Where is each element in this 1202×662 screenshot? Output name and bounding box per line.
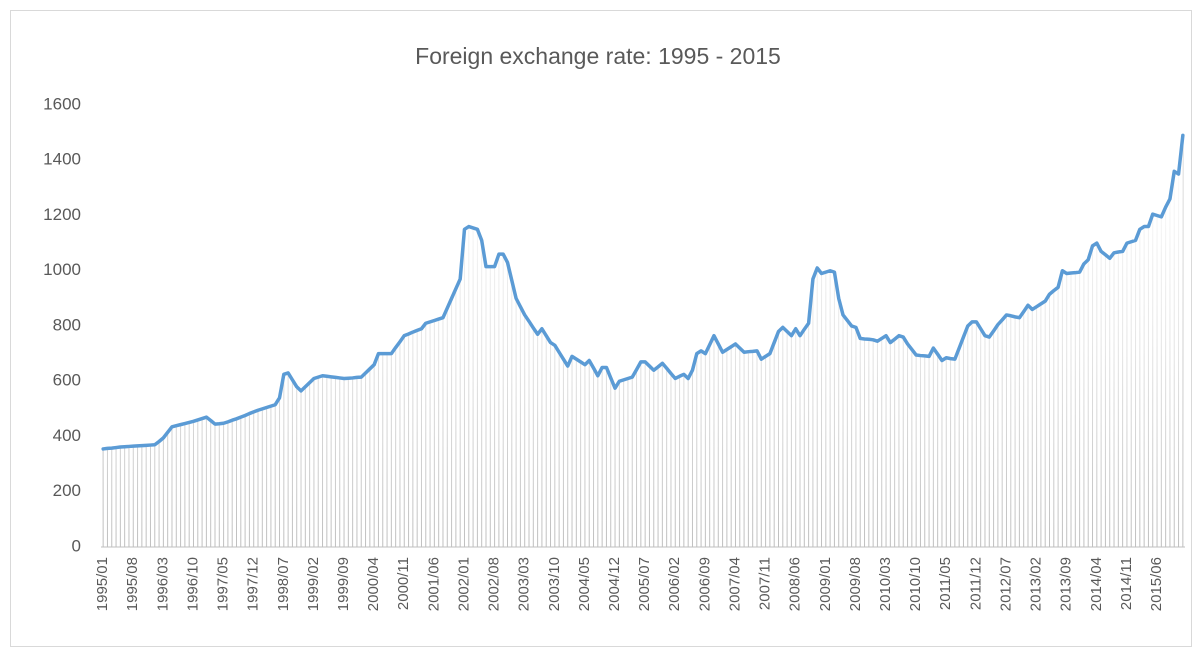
x-tick-label: 2014/11 (1118, 557, 1135, 610)
y-tick-label: 1000 (43, 260, 81, 279)
y-tick-label: 200 (53, 481, 81, 500)
line (101, 133, 1185, 451)
x-tick-label: 1996/10 (184, 557, 201, 611)
x-tick-label: 2011/12 (967, 557, 984, 610)
y-tick-label: 1400 (43, 150, 81, 169)
x-tick-label: 2007/04 (726, 557, 743, 611)
x-tick-label: 2011/05 (937, 557, 954, 610)
x-tick-label: 2003/10 (546, 557, 563, 611)
x-tick-label: 2004/12 (606, 557, 623, 611)
y-tick-label: 400 (53, 426, 81, 445)
chart-title: Foreign exchange rate: 1995 - 2015 (415, 43, 781, 69)
y-tick-label: 600 (53, 371, 81, 390)
x-tick-label: 2014/04 (1088, 557, 1105, 611)
x-tick-label: 1999/02 (305, 557, 322, 611)
x-tick-label: 2005/07 (636, 557, 653, 611)
area-fade (103, 135, 1183, 547)
y-tick-label: 0 (72, 536, 81, 555)
x-tick-label: 1998/07 (275, 557, 292, 611)
x-tick-label: 1999/09 (335, 557, 352, 611)
x-tick-label: 1996/03 (154, 557, 171, 611)
x-tick-label: 2000/04 (365, 557, 382, 611)
x-tick-label: 2003/03 (516, 557, 533, 611)
x-tick-label: 2000/11 (395, 557, 412, 610)
x-tick-label: 1995/01 (94, 557, 111, 611)
x-tick-label: 2002/08 (486, 557, 503, 611)
x-tick-label: 2013/02 (1028, 557, 1045, 611)
x-tick-label: 2007/11 (757, 557, 774, 610)
x-tick-label: 2002/01 (455, 557, 472, 611)
y-tick-label: 1600 (43, 94, 81, 113)
x-tick-label: 2013/09 (1058, 557, 1075, 611)
x-tick-label: 2009/08 (847, 557, 864, 611)
y-tick-label: 1200 (43, 205, 81, 224)
y-tick-label: 800 (53, 315, 81, 334)
x-tick-label: 2004/05 (576, 557, 593, 611)
x-tick-label: 1997/12 (245, 557, 262, 611)
x-tick-label: 1995/08 (124, 557, 141, 611)
x-tick-label: 2008/06 (787, 557, 804, 611)
x-tick-label: 2006/09 (696, 557, 713, 611)
x-tick-label: 2015/06 (1148, 557, 1165, 611)
x-tick-label: 2001/06 (425, 557, 442, 611)
x-tick-label: 1997/05 (215, 557, 232, 611)
x-tick-label: 2010/10 (907, 557, 924, 611)
x-tick-label: 2009/01 (817, 557, 834, 611)
x-tick-label: 2006/02 (666, 557, 683, 611)
x-tick-label: 2012/07 (997, 557, 1014, 611)
x-tick-label: 2010/03 (877, 557, 894, 611)
